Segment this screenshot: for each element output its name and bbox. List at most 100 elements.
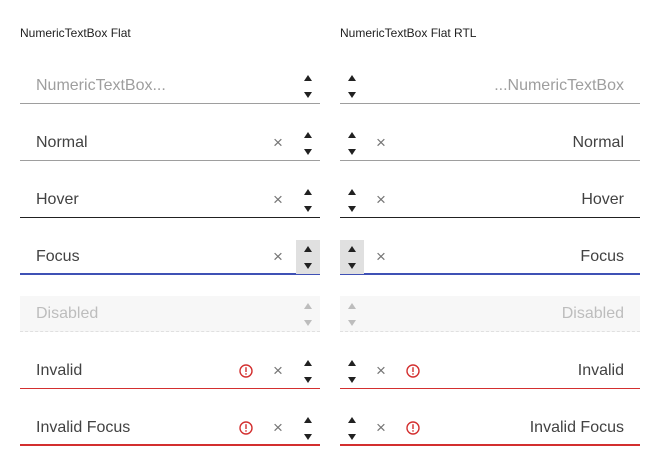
spin-buttons [340,239,364,275]
numeric-textbox-disabled: Disabled [340,296,640,332]
arrow-up-icon [304,302,312,309]
spin-buttons [296,68,320,104]
arrow-down-icon [348,376,356,383]
arrow-up-icon [348,188,356,195]
numeric-textbox-invalid-focus[interactable]: Invalid Focus × [20,410,320,446]
decrease-button[interactable] [296,428,320,445]
numeric-textbox-normal[interactable]: Normal × [20,125,320,161]
input-value: Focus [580,248,624,265]
increase-button[interactable] [296,240,320,257]
decrease-button[interactable] [296,257,320,274]
numeric-textbox-hover[interactable]: Hover × [20,182,320,218]
decrease-button[interactable] [296,86,320,103]
arrow-up-icon [304,131,312,138]
input-value: Focus [36,248,80,265]
input-value: Normal [572,134,624,151]
arrow-down-icon [348,262,356,269]
arrow-down-icon [304,148,312,155]
decrease-button[interactable] [340,257,364,274]
numeric-textbox-hover[interactable]: × Hover [340,182,640,218]
increase-button[interactable] [340,126,364,143]
clear-button[interactable]: × [273,190,283,209]
arrow-up-icon [304,359,312,366]
arrow-up-icon [348,416,356,423]
increase-button[interactable] [296,411,320,428]
spin-buttons [340,68,364,104]
error-icon [406,421,420,435]
increase-button[interactable] [340,411,364,428]
arrow-down-icon [304,376,312,383]
decrease-button[interactable] [340,86,364,103]
arrow-up-icon [348,131,356,138]
numeric-textbox-placeholder[interactable]: NumericTextBox... [20,68,320,104]
spin-buttons [340,182,364,218]
input-value: Invalid Focus [36,419,131,436]
arrow-up-icon [348,245,356,252]
decrease-button[interactable] [340,428,364,445]
clear-button[interactable]: × [376,361,386,380]
numeric-textbox-invalid-focus[interactable]: × Invalid Focus [340,410,640,446]
decrease-button[interactable] [340,143,364,160]
decrease-button[interactable] [340,371,364,388]
input-value: Hover [581,191,624,208]
decrease-button [296,314,320,331]
arrow-up-icon [304,416,312,423]
increase-button[interactable] [296,183,320,200]
spin-buttons [296,239,320,275]
spin-buttons [340,125,364,161]
clear-button[interactable]: × [376,418,386,437]
numeric-textbox-focus[interactable]: × Focus [340,239,640,275]
decrease-button[interactable] [296,371,320,388]
spin-buttons [296,410,320,446]
clear-button[interactable]: × [273,361,283,380]
input-value: Invalid [577,362,624,379]
arrow-down-icon [348,91,356,98]
arrow-down-icon [304,262,312,269]
decrease-button[interactable] [340,200,364,217]
increase-button [340,297,364,314]
spin-buttons [296,353,320,389]
clear-button[interactable]: × [273,247,283,266]
input-value: Disabled [561,305,624,322]
clear-button[interactable]: × [376,133,386,152]
spin-buttons [296,296,320,332]
input-value: Disabled [36,305,99,322]
numeric-textbox-placeholder[interactable]: ...NumericTextBox [340,68,640,104]
spin-buttons [340,353,364,389]
decrease-button[interactable] [296,200,320,217]
increase-button[interactable] [296,126,320,143]
increase-button[interactable] [340,354,364,371]
input-value: Invalid [36,362,83,379]
placeholder-text: NumericTextBox... [36,77,166,94]
increase-button[interactable] [340,240,364,257]
arrow-up-icon [348,359,356,366]
arrow-down-icon [348,433,356,440]
clear-button[interactable]: × [376,247,386,266]
arrow-down-icon [304,91,312,98]
column-title: NumericTextBox Flat RTL [340,26,477,40]
arrow-up-icon [348,302,356,309]
increase-button[interactable] [296,69,320,86]
column-title: NumericTextBox Flat [20,26,131,40]
arrow-down-icon [304,205,312,212]
arrow-up-icon [348,74,356,81]
spin-buttons [296,182,320,218]
arrow-up-icon [304,74,312,81]
increase-button[interactable] [340,183,364,200]
clear-button[interactable]: × [376,190,386,209]
input-value: Hover [36,191,79,208]
numeric-textbox-normal[interactable]: × Normal [340,125,640,161]
numeric-textbox-focus[interactable]: Focus × [20,239,320,275]
increase-button[interactable] [340,69,364,86]
arrow-up-icon [304,245,312,252]
increase-button[interactable] [296,354,320,371]
error-icon [406,364,420,378]
arrow-down-icon [304,319,312,326]
numeric-textbox-invalid[interactable]: × Invalid [340,353,640,389]
error-icon [239,421,253,435]
decrease-button[interactable] [296,143,320,160]
error-icon [239,364,253,378]
numeric-textbox-invalid[interactable]: Invalid × [20,353,320,389]
clear-button[interactable]: × [273,133,283,152]
clear-button[interactable]: × [273,418,283,437]
